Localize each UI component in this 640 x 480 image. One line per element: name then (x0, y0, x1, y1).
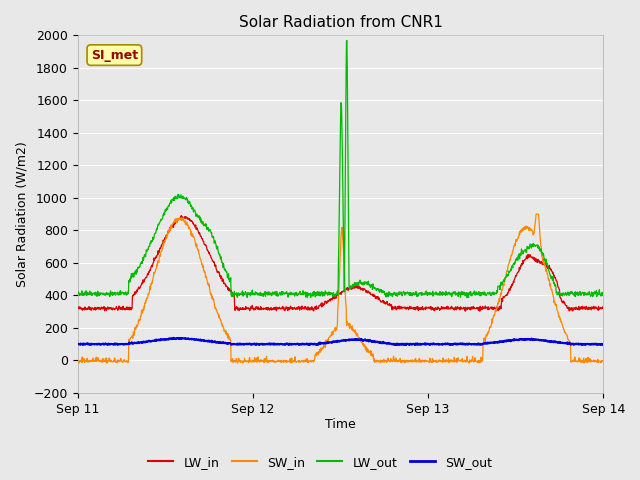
SW_in (179, 217, 186, 223)
SW_in (532, 211, 540, 217)
Line: SW_in: SW_in (77, 214, 604, 363)
SW_in (538, 253, 545, 259)
SW_in (191, 238, 199, 243)
LW_out (343, 37, 351, 43)
LW_out (422, 289, 430, 295)
X-axis label: Time: Time (325, 419, 356, 432)
LW_out (538, 250, 545, 255)
SW_in (600, 358, 607, 364)
LW_out (250, 292, 257, 298)
SW_out (250, 341, 257, 347)
SW_out (402, 342, 410, 348)
LW_out (178, 194, 186, 200)
SW_out (191, 336, 199, 342)
SW_in (491, 311, 499, 317)
LW_out (74, 290, 81, 296)
LW_in (600, 305, 607, 311)
LW_in (476, 308, 484, 314)
Legend: LW_in, SW_in, LW_out, SW_out: LW_in, SW_in, LW_out, SW_out (143, 451, 497, 474)
SW_in (422, 358, 430, 364)
SW_out (422, 341, 430, 347)
Title: Solar Radiation from CNR1: Solar Radiation from CNR1 (239, 15, 442, 30)
LW_out (303, 295, 311, 300)
Text: SI_met: SI_met (91, 48, 138, 61)
SW_out (179, 336, 186, 341)
LW_in (177, 213, 185, 218)
SW_in (250, 358, 257, 364)
Y-axis label: Solar Radiation (W/m2): Solar Radiation (W/m2) (15, 141, 28, 287)
LW_in (74, 305, 81, 311)
LW_in (538, 259, 545, 265)
Line: SW_out: SW_out (77, 338, 604, 345)
Line: LW_out: LW_out (77, 40, 604, 298)
LW_out (492, 290, 499, 296)
SW_in (103, 360, 111, 366)
LW_in (422, 306, 430, 312)
LW_in (492, 305, 499, 311)
SW_out (492, 340, 499, 346)
LW_in (191, 223, 199, 228)
LW_out (600, 292, 607, 298)
LW_in (250, 307, 257, 313)
SW_out (538, 337, 545, 343)
LW_out (191, 207, 198, 213)
SW_out (600, 342, 607, 348)
SW_out (170, 335, 177, 341)
SW_out (74, 341, 81, 347)
LW_in (179, 215, 186, 220)
Line: LW_in: LW_in (77, 216, 604, 311)
SW_in (74, 360, 81, 366)
